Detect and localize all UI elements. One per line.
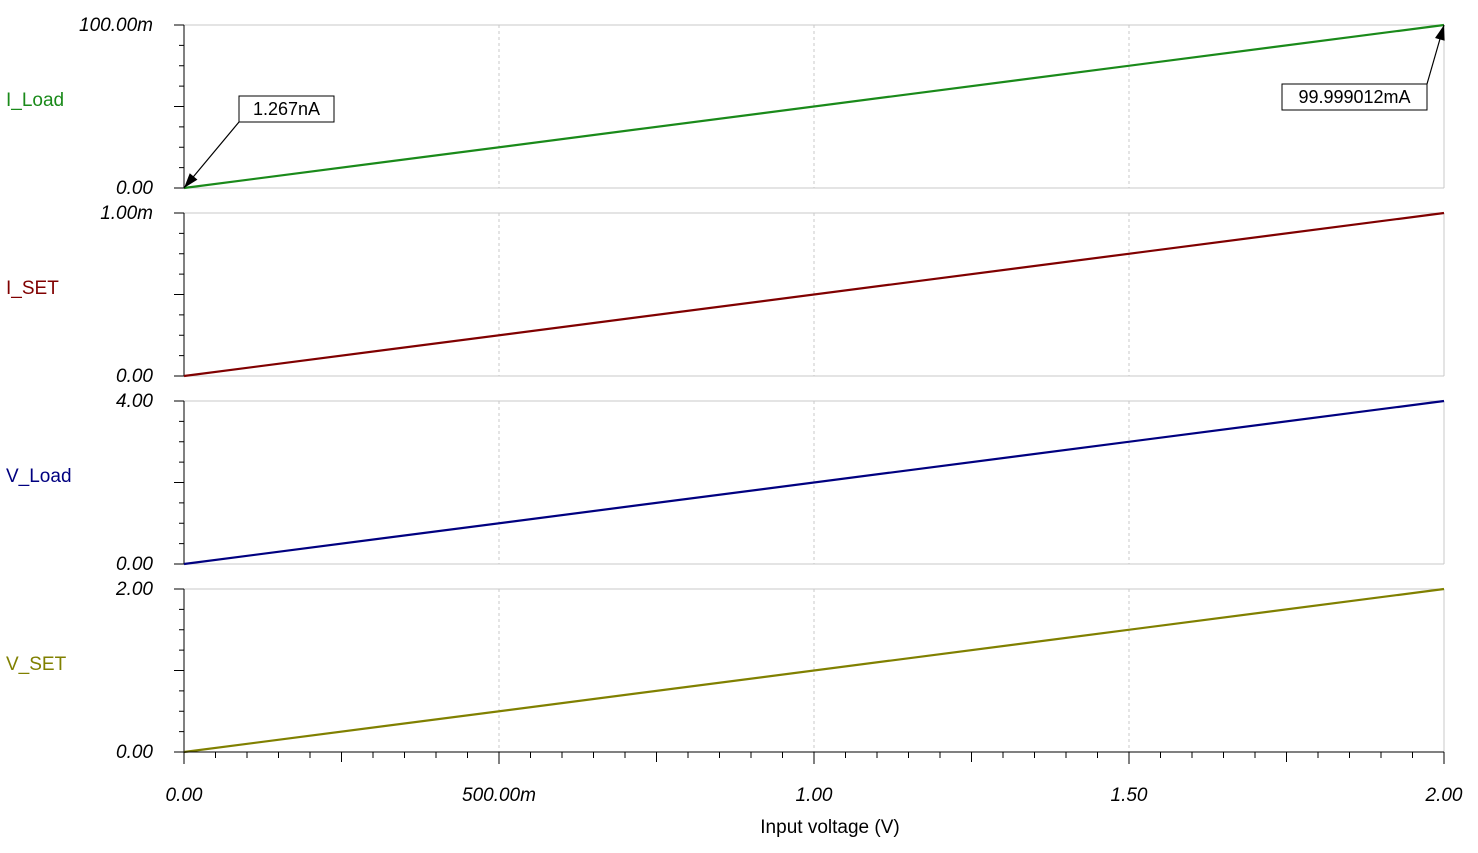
series-line-v-load [183, 399, 1445, 566]
value-callout: 99.999012mA [1281, 24, 1445, 111]
x-tick-label: 500.00m [462, 785, 536, 806]
callout-text: 99.999012mA [1298, 87, 1410, 107]
callout-box [1281, 83, 1428, 111]
channel-label: V_Load [6, 466, 72, 487]
y-tick-label-min: 0.00 [116, 366, 153, 387]
callout-arrowhead [184, 173, 198, 188]
x-axis: 0.00 500.00m 1.00 1.50 2.00 [166, 751, 1463, 806]
panel-i-load: 100.00m 0.00 I_Load 1.267nA 99.999012mA [6, 15, 1445, 199]
panel-v-load: 4.00 0.00 V_Load [6, 391, 1445, 575]
y-tick-label-max: 1.00m [100, 203, 153, 224]
panel-v-set: 2.00 0.00 V_SET [6, 579, 1445, 763]
x-tick-label: 2.00 [1425, 785, 1463, 806]
y-tick-label-min: 0.00 [116, 554, 153, 575]
callout-text: 1.267nA [253, 99, 320, 119]
callout-box [238, 95, 335, 123]
x-axis-label: Input voltage (V) [760, 817, 899, 838]
x-tick-label: 1.00 [796, 785, 833, 806]
y-tick-label-min: 0.00 [116, 178, 153, 199]
series-line-v-set [183, 587, 1445, 754]
series-line-i-load [183, 23, 1445, 190]
channel-label: I_SET [6, 278, 59, 299]
channel-panels: 100.00m 0.00 I_Load 1.267nA 99.999012mA 1.00m… [6, 15, 1445, 763]
channel-label: I_Load [6, 90, 64, 111]
channel-label: V_SET [6, 654, 67, 675]
series-line-i-set [183, 211, 1445, 378]
y-tick-label-min: 0.00 [116, 742, 153, 763]
y-tick-label-max: 2.00 [115, 579, 153, 600]
x-tick-label: 1.50 [1111, 785, 1148, 806]
x-tick-label: 0.00 [166, 785, 203, 806]
callout-arrowhead [1435, 25, 1445, 41]
y-tick-label-max: 100.00m [79, 15, 153, 36]
value-callout: 1.267nA [183, 95, 335, 189]
y-tick-label-max: 4.00 [116, 391, 153, 412]
panel-i-set: 1.00m 0.00 I_SET [6, 203, 1445, 387]
